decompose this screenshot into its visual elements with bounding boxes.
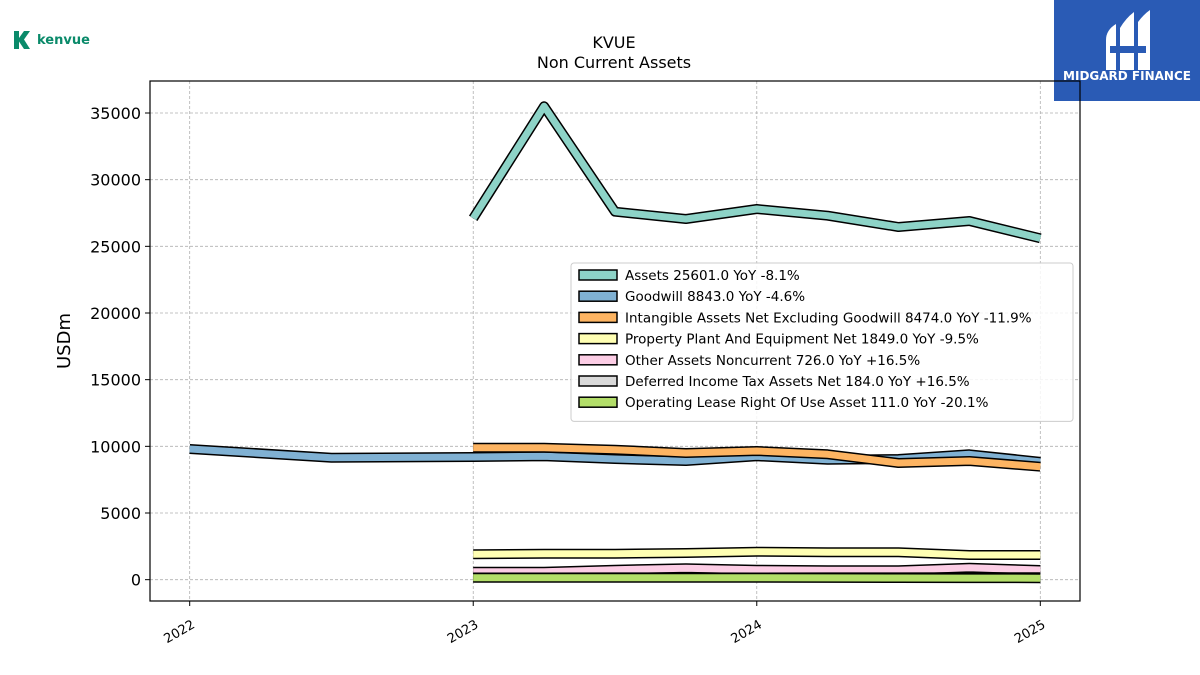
legend-label: Assets 25601.0 YoY -8.1% <box>625 268 800 284</box>
kenvue-wordmark: kenvue <box>37 33 90 48</box>
legend-label: Other Assets Noncurrent 726.0 YoY +16.5% <box>625 353 920 369</box>
series-stroke <box>473 548 1041 559</box>
y-tick-label: 30000 <box>90 171 141 190</box>
plot-frame <box>149 80 1081 602</box>
kenvue-logo: kenvue <box>12 28 102 52</box>
legend-swatch <box>578 396 618 408</box>
series-line <box>473 546 1041 560</box>
midgard-wordmark: MIDGARD FINANCE <box>1063 69 1191 83</box>
midgard-logo-mark: MIDGARD FINANCE <box>1054 0 1200 101</box>
series-line <box>473 562 1041 577</box>
series-line <box>468 101 1042 244</box>
legend-swatch <box>578 311 618 324</box>
x-ticks: 2022 2023 2024 2025 <box>162 601 1048 647</box>
series-layer <box>189 101 1042 584</box>
series-stroke <box>473 444 1041 471</box>
kenvue-logo-mark: kenvue <box>14 31 90 49</box>
chart-subtitle: Non Current Assets <box>537 53 691 72</box>
series-stroke <box>473 564 1041 576</box>
y-tick-label: 15000 <box>90 371 141 390</box>
y-tick-label: 25000 <box>90 237 141 256</box>
y-axis-label: USDm <box>54 313 75 369</box>
legend-box <box>570 262 1074 422</box>
y-tick-label: 35000 <box>90 104 141 123</box>
y-ticks: 0 5000 10000 15000 20000 25000 30000 35000 <box>90 104 150 590</box>
legend-swatch <box>578 354 618 366</box>
legend-swatch <box>578 290 618 302</box>
legend-label: Deferred Income Tax Assets Net 184.0 YoY… <box>625 374 970 390</box>
series-line <box>473 442 1041 472</box>
y-tick-label: 10000 <box>90 437 141 456</box>
series-stroke <box>470 102 1042 242</box>
chart-title: KVUE <box>592 33 635 52</box>
x-tick-label: 2025 <box>1012 617 1048 647</box>
legend: Assets 25601.0 YoY -8.1% Goodwill 8843.0 … <box>570 262 1074 422</box>
midgard-finance-logo: MIDGARD FINANCE <box>1054 0 1200 101</box>
x-tick-label: 2024 <box>729 617 765 647</box>
y-tick-label: 0 <box>131 571 141 590</box>
legend-label: Intangible Assets Net Excluding Goodwill… <box>625 310 1032 326</box>
legend-label: Goodwill 8843.0 YoY -4.6% <box>625 289 805 305</box>
y-tick-label: 20000 <box>90 304 141 323</box>
x-tick-label: 2023 <box>445 617 481 647</box>
x-tick-label: 2022 <box>162 617 198 647</box>
legend-label: Property Plant And Equipment Net 1849.0 … <box>625 332 979 348</box>
y-tick-label: 5000 <box>100 504 141 523</box>
legend-label: Operating Lease Right Of Use Asset 111.0… <box>625 395 989 411</box>
legend-swatch <box>578 332 618 345</box>
legend-swatch <box>578 375 618 387</box>
legend-swatch <box>578 269 618 281</box>
